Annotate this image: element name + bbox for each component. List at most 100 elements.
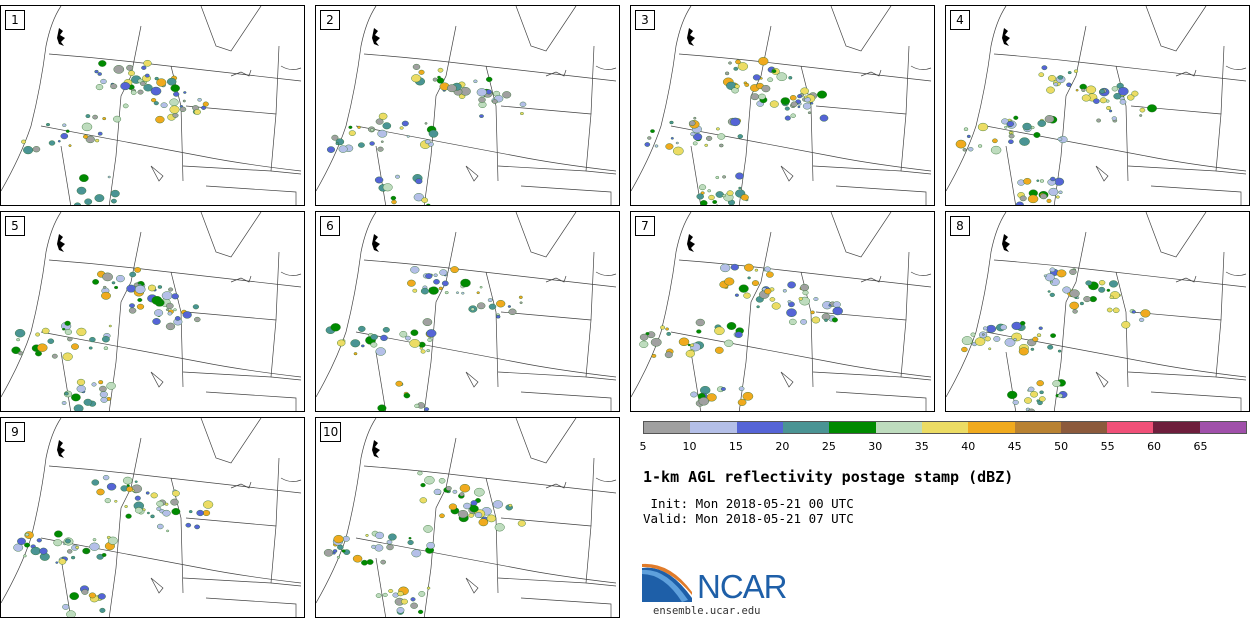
reflectivity-cell [97, 131, 103, 136]
reflectivity-cell [73, 202, 82, 205]
reflectivity-cell [492, 500, 504, 509]
reflectivity-cell [54, 530, 63, 538]
reflectivity-cell [438, 478, 446, 484]
reflectivity-cell [457, 509, 469, 519]
reflectivity-cell [173, 91, 180, 97]
reflectivity-cell [81, 122, 93, 132]
reflectivity-cell [441, 280, 449, 287]
reflectivity-cell [1062, 286, 1071, 294]
reflectivity-cell [961, 346, 968, 353]
reflectivity-cell [1036, 179, 1040, 182]
coastline-islands [372, 440, 380, 458]
reflectivity-cell [639, 333, 649, 341]
state-border [355, 331, 617, 378]
state-border [631, 212, 692, 398]
state-border [200, 212, 262, 258]
reflectivity-map [316, 212, 617, 411]
reflectivity-cell [152, 318, 161, 325]
reflectivity-cell [126, 64, 134, 71]
reflectivity-cell [654, 144, 659, 148]
reflectivity-cell [46, 122, 51, 127]
reflectivity-cell [1036, 380, 1044, 387]
reflectivity-cell [155, 115, 165, 124]
reflectivity-map [946, 212, 1247, 411]
reflectivity-cell [100, 78, 107, 85]
reflectivity-cell [65, 129, 70, 133]
reflectivity-cell [426, 349, 430, 353]
reflectivity-cell [479, 285, 483, 289]
member-number-label: 9 [5, 422, 25, 442]
reflectivity-cell [450, 266, 459, 273]
state-border [1145, 6, 1207, 52]
reflectivity-cell [380, 334, 388, 342]
state-border [280, 271, 302, 276]
state-border [355, 537, 617, 584]
reflectivity-cell [336, 555, 341, 559]
reflectivity-cell [797, 94, 803, 99]
reflectivity-cell [984, 336, 991, 342]
reflectivity-cell [807, 111, 812, 114]
reflectivity-cell [428, 286, 439, 295]
reflectivity-cell [333, 534, 344, 544]
reflectivity-cell [1106, 105, 1112, 110]
reflectivity-cell [1047, 290, 1051, 293]
reflectivity-cell [95, 84, 104, 91]
reflectivity-cell [832, 306, 843, 316]
state-border [465, 371, 479, 388]
reflectivity-cell [193, 109, 201, 115]
member-number-label: 5 [5, 216, 25, 236]
reflectivity-cell [332, 549, 338, 553]
colorbar-tick: 15 [728, 440, 743, 453]
state-border [678, 53, 932, 82]
reflectivity-cell [390, 195, 397, 201]
reflectivity-cell [1069, 268, 1077, 275]
state-border [1053, 231, 1087, 411]
reflectivity-cell [84, 198, 93, 205]
reflectivity-map [316, 418, 617, 617]
reflectivity-cell [744, 263, 754, 272]
reflectivity-cell [1057, 349, 1062, 353]
reflectivity-cell [424, 139, 431, 145]
reflectivity-cell [397, 591, 404, 597]
reflectivity-cell [147, 284, 156, 292]
reflectivity-cell [963, 127, 969, 131]
reflectivity-cell [136, 303, 145, 310]
reflectivity-cell [650, 129, 655, 133]
reflectivity-cell [170, 498, 179, 506]
reflectivity-cell [961, 336, 973, 346]
reflectivity-cell [92, 279, 100, 285]
state-border [835, 391, 927, 411]
reflectivity-cell [156, 506, 162, 511]
reflectivity-cell [323, 548, 334, 557]
state-border [1215, 251, 1247, 381]
reflectivity-cell [415, 178, 423, 185]
reflectivity-cell [707, 189, 711, 193]
ensemble-member-panel: 6 [315, 211, 620, 412]
reflectivity-cell [970, 332, 976, 337]
colorbar-tick-labels: 5 10 15 20 25 30 35 40 45 50 55 60 65 [640, 440, 1247, 454]
reflectivity-cell [173, 308, 177, 312]
reflectivity-cell [386, 539, 393, 545]
state-border [1005, 145, 1017, 205]
colorbar-tick: 40 [961, 440, 976, 453]
reflectivity-cell [69, 592, 79, 601]
reflectivity-cell [784, 106, 790, 111]
ensemble-member-panel: 9 [0, 417, 305, 618]
reflectivity-cell [326, 146, 335, 153]
reflectivity-cell [981, 333, 985, 336]
reflectivity-cell [780, 97, 791, 105]
reflectivity-cell [94, 194, 105, 203]
state-border [280, 65, 302, 70]
reflectivity-cell [426, 329, 437, 338]
reflectivity-cell [170, 84, 180, 92]
reflectivity-cell [89, 542, 100, 551]
reflectivity-cell [418, 69, 425, 75]
reflectivity-cell [1006, 121, 1015, 127]
reflectivity-map [631, 212, 932, 411]
reflectivity-cell [64, 538, 71, 544]
reflectivity-cell [55, 561, 59, 564]
reflectivity-cell [1085, 85, 1097, 94]
state-border [40, 331, 302, 378]
state-border [1, 418, 62, 604]
reflectivity-cell [519, 111, 524, 115]
